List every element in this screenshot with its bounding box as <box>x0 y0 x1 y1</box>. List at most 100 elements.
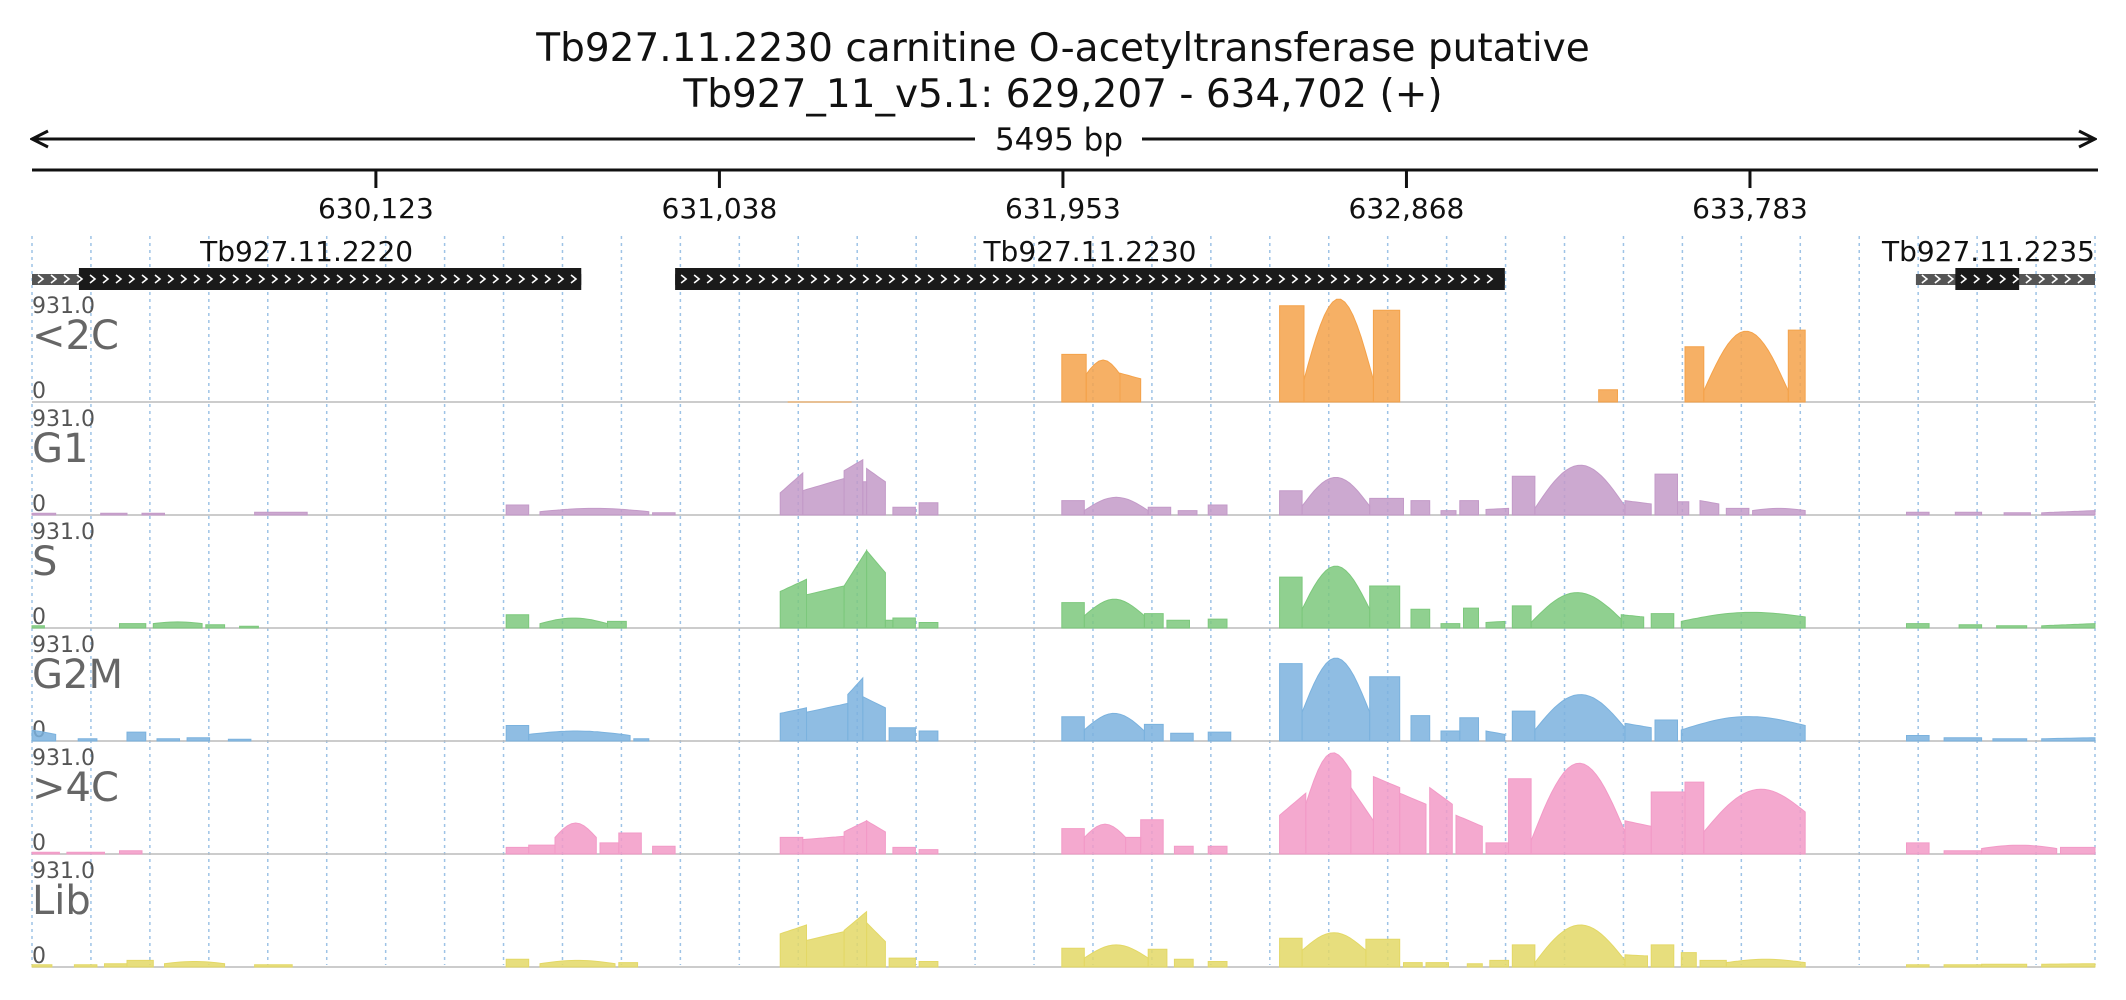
coverage-area <box>1981 844 2058 855</box>
coverage-area <box>1372 309 1401 403</box>
coverage-area <box>31 851 60 855</box>
strand-chevron <box>1356 274 1364 284</box>
strand-chevron <box>771 274 779 284</box>
strand-chevron <box>1343 274 1351 284</box>
strand-chevron <box>797 274 805 284</box>
coverage-area <box>1489 959 1510 968</box>
coverage-area <box>1207 504 1228 516</box>
coverage-area <box>1125 836 1142 855</box>
coverage-area <box>866 921 886 968</box>
coverage-area <box>1624 722 1652 742</box>
strand-chevron <box>1213 274 1221 284</box>
y-min-label: 0 <box>32 379 46 404</box>
coverage-area <box>1170 732 1194 742</box>
strand-chevron <box>1005 274 1013 284</box>
ruler-tick-label: 631,953 <box>1005 192 1121 225</box>
strand-chevron <box>1408 274 1416 284</box>
strand-chevron <box>115 274 123 284</box>
coverage-area <box>918 961 939 968</box>
strand-chevron <box>693 274 701 284</box>
coverage-area <box>1119 372 1142 403</box>
strand-chevron <box>1083 274 1091 284</box>
coverage-area <box>802 835 845 855</box>
coverage-area <box>1703 788 1806 855</box>
coverage-area <box>1530 762 1626 855</box>
coverage-area <box>141 512 166 516</box>
strand-chevron <box>1999 274 2007 284</box>
strand-chevron <box>940 274 948 284</box>
coverage-area <box>539 959 616 968</box>
strand-chevron <box>258 274 266 284</box>
strand-chevron <box>992 274 1000 284</box>
coverage-area <box>1905 511 1930 516</box>
strand-chevron <box>1986 274 1994 284</box>
strand-chevron <box>1031 274 1039 284</box>
coverage-area <box>652 845 676 855</box>
coverage-area <box>31 512 57 516</box>
strand-chevron <box>1921 274 1929 284</box>
coverage-area <box>1083 496 1149 516</box>
y-min-label: 0 <box>32 831 46 856</box>
coverage-area <box>1620 614 1645 629</box>
coverage-area <box>805 585 845 629</box>
strand-chevron <box>1018 274 1026 284</box>
figure-title: Tb927.11.2230 carnitine O-acetyltransfer… <box>536 26 1590 71</box>
y-min-label: 0 <box>32 492 46 517</box>
strand-chevron <box>823 274 831 284</box>
coverage-area <box>1624 500 1652 516</box>
coverage-area <box>1279 490 1303 516</box>
coverage-area <box>1429 786 1453 855</box>
coverage-area <box>1459 717 1480 742</box>
strand-chevron <box>167 274 175 284</box>
coverage-area <box>1485 842 1510 855</box>
coverage-track: 931.0 0 <2C <box>32 294 2095 404</box>
coverage-area <box>892 506 916 516</box>
strand-chevron <box>141 274 149 284</box>
coverage-track: 931.0 0 Lib <box>31 859 2096 969</box>
coverage-area <box>1147 506 1172 516</box>
gene-Tb927.11.2230: Tb927.11.2230 <box>675 235 1505 290</box>
y-max-label: 931.0 <box>32 859 95 884</box>
coverage-area <box>31 729 57 742</box>
coverage-area <box>528 844 556 855</box>
strand-chevron <box>901 274 909 284</box>
strand-chevron <box>784 274 792 284</box>
ruler-tick-label: 631,038 <box>662 192 778 225</box>
y-max-label: 931.0 <box>32 520 95 545</box>
strand-chevron <box>953 274 961 284</box>
track-name: G1 <box>32 426 88 472</box>
coverage-area <box>1372 775 1401 855</box>
coverage-area <box>1061 828 1085 855</box>
strand-chevron <box>37 274 45 284</box>
coverage-area <box>528 730 631 742</box>
coverage-area <box>1534 924 1626 968</box>
strand-chevron <box>1382 274 1390 284</box>
coverage-area <box>254 511 308 516</box>
strand-chevron <box>1434 274 1442 284</box>
strand-chevron <box>836 274 844 284</box>
strand-chevron <box>453 274 461 284</box>
strand-chevron <box>2038 274 2046 284</box>
coverage-area <box>1650 944 1675 968</box>
strand-chevron <box>1252 274 1260 284</box>
strand-chevron <box>2077 274 2085 284</box>
coverage-area <box>779 836 804 855</box>
strand-chevron <box>1947 274 1955 284</box>
coverage-area <box>1943 737 1983 742</box>
strand-chevron <box>2064 274 2072 284</box>
coverage-area <box>862 481 868 516</box>
coverage-area <box>652 512 676 516</box>
strand-chevron <box>1486 274 1494 284</box>
coverage-area <box>1905 735 1930 742</box>
coverage-area <box>1350 785 1374 855</box>
track-name: G2M <box>32 652 123 698</box>
strand-chevron <box>1109 274 1117 284</box>
strand-chevron <box>1934 274 1942 284</box>
strand-chevron <box>2025 274 2033 284</box>
coverage-area <box>1943 964 1983 968</box>
strand-chevron <box>180 274 188 284</box>
coverage-area <box>1085 359 1121 403</box>
coverage-area <box>1680 611 1806 629</box>
track-name: <2C <box>32 313 119 359</box>
